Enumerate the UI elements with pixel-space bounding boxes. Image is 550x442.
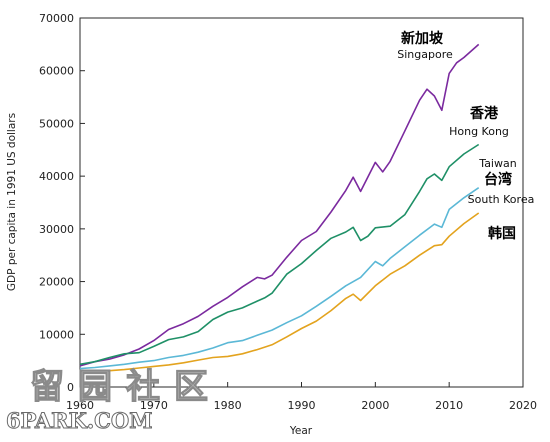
label-hongkong-zh: 香港 (469, 105, 499, 122)
label-southkorea-en: South Korea (468, 193, 535, 206)
y-tick-label: 40000 (39, 170, 74, 183)
series-line-hong-kong (79, 143, 480, 366)
y-tick-label: 70000 (39, 12, 74, 25)
series-line-south-korea (79, 212, 480, 373)
y-tick-label: 10000 (39, 328, 74, 341)
label-southkorea-zh: 韩国 (488, 225, 516, 242)
y-tick-label: 60000 (39, 65, 74, 78)
y-tick-label: 0 (67, 381, 74, 394)
x-tick-label: 2010 (435, 399, 463, 412)
series-line-singapore (79, 43, 480, 367)
watermark: 留 园 社 区 6PARK.COM (6, 366, 209, 433)
label-hongkong-en: Hong Kong (449, 125, 509, 138)
label-singapore-en: Singapore (397, 48, 453, 61)
series-labels: 新加坡 Singapore 香港 Hong Kong Taiwan 台湾 Sou… (397, 30, 534, 242)
series-lines (79, 43, 480, 373)
plot-frame (79, 17, 524, 388)
watermark-char-3: 社 (126, 367, 160, 407)
y-axis-title: GDP per capita in 1991 US dollars (6, 113, 18, 291)
label-taiwan-en: Taiwan (478, 157, 516, 170)
watermark-site: 6PARK.COM (6, 408, 152, 433)
x-axis: 1960 1970 1980 1990 2000 2010 2020 (66, 382, 537, 412)
label-taiwan-zh: 台湾 (484, 171, 512, 188)
y-axis: 0 10000 20000 30000 40000 50000 60000 70000 (39, 12, 85, 394)
y-tick-label: 20000 (39, 276, 74, 289)
y-tick-label: 30000 (39, 223, 74, 236)
x-tick-label: 1970 (140, 399, 168, 412)
label-singapore-zh: 新加坡 (401, 30, 444, 47)
x-axis-title: Year (289, 425, 313, 437)
series-line-taiwan (79, 187, 480, 370)
x-tick-label: 1980 (214, 399, 242, 412)
y-tick-label: 50000 (39, 117, 74, 130)
watermark-char-2: 园 (78, 367, 112, 407)
x-tick-label: 2020 (509, 399, 537, 412)
watermark-char-4: 区 (174, 367, 208, 407)
x-tick-label: 2000 (361, 399, 389, 412)
watermark-char-1: 留 (30, 367, 64, 407)
x-tick-label: 1960 (66, 399, 94, 412)
x-tick-label: 1990 (288, 399, 316, 412)
plot-area-border (79, 17, 524, 388)
